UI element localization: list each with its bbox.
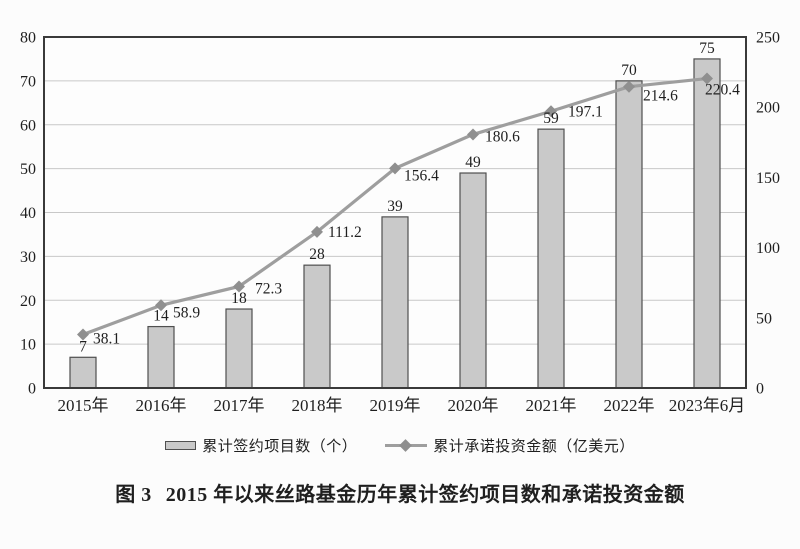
- diamond-marker-2023年6月: [701, 72, 713, 85]
- diamond-marker-2015年: [77, 328, 89, 341]
- left-axis-tick: 60: [20, 117, 36, 134]
- left-axis-tick: 80: [20, 30, 36, 47]
- left-axis-tick: 50: [20, 161, 36, 178]
- bar-2022年: [615, 80, 643, 389]
- plot-frame: [43, 36, 747, 389]
- bar-2021年: [537, 128, 565, 389]
- left-axis-tick: 30: [20, 249, 36, 266]
- bar-2017年: [225, 308, 253, 389]
- line-value-label: 111.2: [328, 224, 362, 241]
- line-value-label: 220.4: [705, 82, 740, 99]
- line-value-label: 156.4: [404, 167, 439, 184]
- legend-item-investment: 累计承诺投资金额（亿美元）: [385, 435, 635, 456]
- bar-value-label: 28: [309, 246, 325, 263]
- bar-2023年6月: [693, 58, 721, 389]
- bar-value-label: 70: [621, 62, 637, 79]
- line-value-label: 214.6: [643, 88, 678, 105]
- legend-diamond-icon: [399, 438, 413, 452]
- bar-value-label: 75: [699, 40, 715, 57]
- diamond-marker-2019年: [389, 162, 401, 175]
- line-value-label: 58.9: [173, 304, 200, 321]
- line-value-label: 72.3: [255, 280, 282, 297]
- figure-caption-text: 2015 年以来丝路基金历年累计签约项目数和承诺投资金额: [165, 484, 685, 506]
- legend-label-projects: 累计签约项目数（个）: [202, 439, 358, 455]
- bar-value-label: 49: [465, 154, 481, 171]
- left-axis-tick: 40: [20, 205, 36, 222]
- figure-caption-number: 图 3: [115, 484, 152, 506]
- right-axis-tick: 150: [756, 170, 780, 187]
- diamond-marker-2018年: [311, 225, 323, 238]
- x-axis-label: 2023年6月: [669, 396, 746, 415]
- x-axis-label: 2018年: [292, 396, 343, 415]
- bar-value-label: 14: [153, 308, 169, 325]
- diamond-marker-2022年: [623, 80, 635, 93]
- figure-caption: 图 3 2015 年以来丝路基金历年累计签约项目数和承诺投资金额: [0, 478, 800, 507]
- legend-label-investment: 累计承诺投资金额（亿美元）: [433, 439, 635, 455]
- right-axis-tick: 200: [756, 100, 780, 117]
- bar-2020年: [459, 172, 487, 389]
- left-axis-tick: 70: [20, 73, 36, 90]
- left-axis-tick: 10: [20, 337, 36, 354]
- x-axis-label: 2020年: [448, 396, 499, 415]
- right-axis-tick: 250: [756, 30, 780, 47]
- right-axis-tick: 50: [756, 310, 772, 327]
- x-axis-label: 2015年: [58, 396, 109, 415]
- bar-2016年: [147, 325, 175, 389]
- left-axis-tick: 20: [20, 293, 36, 310]
- x-axis-label: 2019年: [370, 396, 421, 415]
- bar-2018年: [303, 264, 331, 389]
- diamond-marker-2016年: [155, 299, 167, 312]
- bar-value-label: 7: [79, 338, 87, 355]
- line-value-label: 38.1: [93, 331, 120, 348]
- left-axis-tick: 0: [28, 381, 36, 398]
- bar-value-label: 59: [543, 110, 559, 127]
- bar-2015年: [69, 356, 97, 389]
- diamond-marker-2021年: [545, 105, 557, 118]
- bar-value-label: 39: [387, 198, 403, 215]
- diamond-marker-2017年: [233, 280, 245, 293]
- x-axis-label: 2016年: [136, 396, 187, 415]
- x-axis-label: 2022年: [604, 396, 655, 415]
- right-axis-tick: 100: [756, 240, 780, 257]
- legend-item-projects: 累计签约项目数（个）: [165, 435, 357, 456]
- chart-svg: 0 10 20 30 40 50 60 70 80 0 50 100 150 200 250 2015年 201…: [20, 30, 780, 416]
- line-value-label: 197.1: [568, 103, 603, 120]
- line-diamond-swatch-icon: [385, 438, 428, 452]
- chart-legend: 累计签约项目数（个） 累计承诺投资金额（亿美元）: [0, 435, 800, 456]
- bar-swatch-icon: [165, 441, 197, 450]
- diamond-marker-2020年: [467, 128, 479, 141]
- line-value-label: 180.6: [485, 128, 520, 145]
- bar-value-label: 18: [231, 290, 247, 307]
- x-axis-label: 2021年: [526, 396, 577, 415]
- x-axis-label: 2017年: [214, 396, 265, 415]
- bar-2019年: [381, 216, 409, 389]
- right-axis-tick: 0: [756, 381, 764, 398]
